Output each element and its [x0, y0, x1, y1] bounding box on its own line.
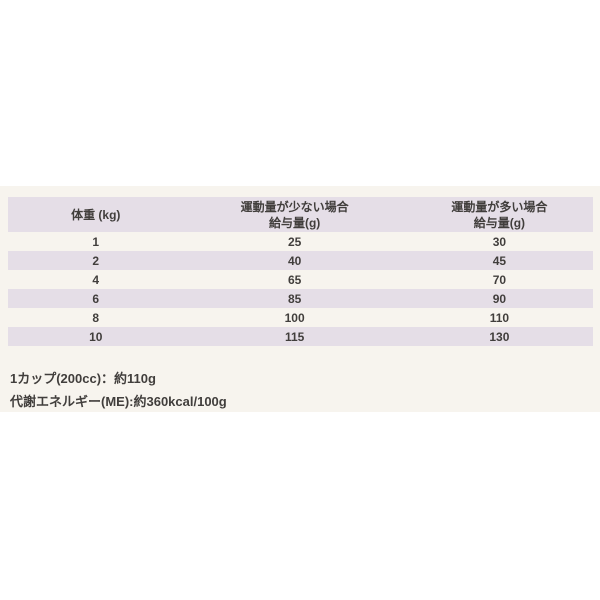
header-low-activity-line2: 給与量(g): [268, 215, 321, 230]
weight-cell: 6: [8, 289, 184, 308]
table-row: 10 115 130: [8, 327, 593, 346]
low-activity-cell: 40: [183, 251, 406, 270]
high-activity-cell: 130: [405, 327, 593, 346]
low-activity-cell: 65: [287, 272, 302, 287]
table-row: 1 25 30: [8, 232, 593, 251]
table-row: 2 40 45: [8, 251, 593, 270]
low-activity-cell: 85: [183, 289, 406, 308]
note-cup-weight: 1カップ(200cc)：約110g: [10, 371, 156, 386]
feeding-guide-section: 体重 (kg) 運動量が少ない場合 給与量(g) 運動量が多い場合 給与量(g)…: [0, 186, 600, 412]
footnotes: 1カップ(200cc)：約110g 代謝エネルギー(ME):約360kcal/1…: [10, 371, 600, 409]
header-weight-label: 体重 (kg): [71, 207, 121, 222]
weight-cell: 10: [8, 327, 184, 346]
feeding-guide-table: 体重 (kg) 運動量が少ない場合 給与量(g) 運動量が多い場合 給与量(g)…: [8, 197, 593, 346]
header-weight: 体重 (kg): [8, 197, 184, 232]
header-high-activity-line2: 給与量(g): [473, 215, 526, 230]
table-header-row: 体重 (kg) 運動量が少ない場合 給与量(g) 運動量が多い場合 給与量(g): [8, 197, 593, 232]
table-row: 8 100 110: [8, 308, 593, 327]
weight-cell: 4: [92, 272, 100, 287]
high-activity-cell: 90: [405, 289, 593, 308]
header-low-activity-line1: 運動量が少ない場合: [240, 199, 349, 214]
header-high-activity: 運動量が多い場合 給与量(g): [405, 197, 593, 232]
high-activity-cell: 70: [492, 272, 507, 287]
header-low-activity: 運動量が少ない場合 給与量(g): [183, 197, 406, 232]
weight-cell: 2: [8, 251, 184, 270]
table-row: 6 85 90: [8, 289, 593, 308]
header-high-activity-line1: 運動量が多い場合: [451, 199, 548, 214]
note-metabolic-energy: 代謝エネルギー(ME):約360kcal/100g: [10, 394, 227, 409]
low-activity-cell: 25: [287, 234, 302, 249]
low-activity-cell: 100: [284, 310, 305, 325]
low-activity-cell: 115: [183, 327, 406, 346]
weight-cell: 8: [92, 310, 100, 325]
high-activity-cell: 110: [489, 310, 510, 325]
high-activity-cell: 30: [492, 234, 507, 249]
table-row: 4 65 70: [8, 270, 593, 289]
high-activity-cell: 45: [405, 251, 593, 270]
weight-cell: 1: [92, 234, 100, 249]
